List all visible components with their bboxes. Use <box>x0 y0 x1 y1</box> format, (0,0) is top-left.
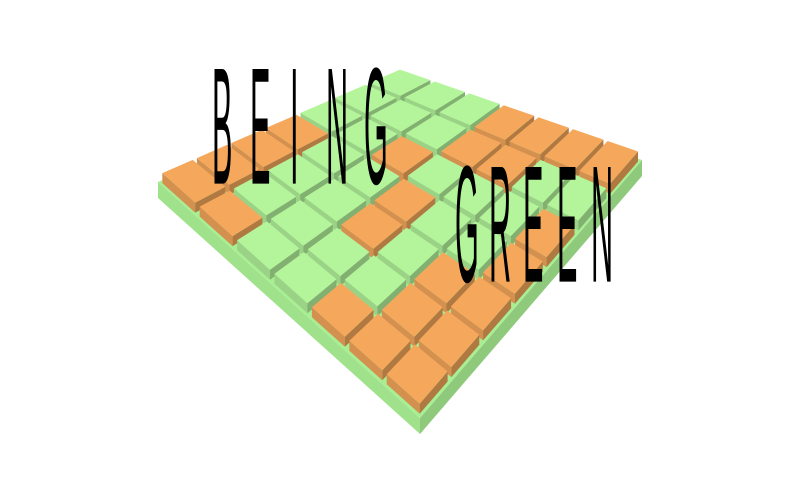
tile-top <box>336 117 398 153</box>
tile-top <box>450 276 512 331</box>
tile-top <box>274 252 337 304</box>
tile-right-side <box>514 261 543 304</box>
board-tile-orange[interactable] <box>349 313 411 381</box>
tile-right-side <box>546 224 575 268</box>
tile-top <box>349 313 411 371</box>
tile-top <box>196 144 260 185</box>
tile-top <box>311 282 374 337</box>
tile-top <box>511 159 572 203</box>
tile-top <box>268 154 330 195</box>
board-tile-green[interactable] <box>274 252 337 314</box>
tile-top <box>335 84 397 114</box>
tile-top <box>476 144 537 185</box>
tile-top <box>515 208 575 258</box>
tile-top <box>377 227 439 276</box>
tile-top <box>386 344 448 404</box>
tile-left-side <box>199 206 233 247</box>
title-letter: G <box>455 142 479 309</box>
tile-right-side <box>451 334 480 378</box>
tile-top <box>418 310 480 368</box>
title-word-being: B E I N G <box>212 44 392 211</box>
tile-top <box>199 190 263 237</box>
board-tiles <box>162 69 638 414</box>
title-letter: B <box>212 34 233 221</box>
tile-top <box>404 81 465 111</box>
tile-right-side <box>377 279 407 317</box>
tile-top <box>304 178 367 222</box>
tile-right-side <box>578 188 607 231</box>
tile-right-side <box>307 279 337 314</box>
tile-right-side <box>483 298 512 341</box>
title-letter: E <box>557 132 578 319</box>
tile-top <box>307 227 370 276</box>
tile-right-side <box>344 310 374 347</box>
tile-top <box>446 221 507 270</box>
tile-top <box>338 157 400 198</box>
tile-right-side <box>414 307 443 347</box>
tile-top <box>443 172 504 216</box>
title-letter: E <box>250 34 271 221</box>
board-tile-orange[interactable] <box>386 344 448 414</box>
tile-top <box>266 114 328 150</box>
tile-top <box>509 117 569 155</box>
title-letter: N <box>591 132 614 319</box>
title-letter: E <box>523 132 544 319</box>
tile-left-side <box>162 173 196 213</box>
tile-top <box>547 174 607 221</box>
title-word-green: G R E E N <box>455 142 615 309</box>
board-base-left-side <box>158 182 420 434</box>
tile-top <box>441 129 502 167</box>
tile-top <box>372 136 433 174</box>
tile-right-side <box>419 371 448 414</box>
tile-right-side <box>610 151 638 194</box>
tile-top <box>341 203 403 249</box>
tile-top <box>231 129 294 167</box>
tile-top <box>414 252 475 304</box>
tile-top <box>237 221 300 270</box>
tile-top <box>405 114 467 150</box>
tile-top <box>483 242 543 294</box>
tile-top <box>344 255 407 307</box>
board-base-right-side <box>420 160 642 434</box>
tile-top <box>233 172 297 216</box>
tile-left-side <box>349 340 383 381</box>
tile-top <box>544 129 604 170</box>
tile-top <box>407 154 469 195</box>
tile-top <box>369 69 431 96</box>
tile-right-side <box>446 273 475 314</box>
board-tile-orange[interactable] <box>311 282 374 347</box>
tile-left-side <box>237 240 270 280</box>
tile-top <box>300 99 363 132</box>
tile-left-side <box>274 273 308 314</box>
title-letter: R <box>489 142 511 309</box>
title-letter: N <box>326 34 349 221</box>
title-letter: G <box>364 34 388 221</box>
tile-top <box>479 190 540 237</box>
tile-left-side <box>386 374 420 414</box>
title-letter: I <box>290 34 299 221</box>
tile-top <box>370 99 432 132</box>
tile-top <box>410 200 472 246</box>
tile-right-side <box>382 340 411 381</box>
tile-top <box>381 282 443 337</box>
tile-top <box>162 159 226 203</box>
tile-left-side <box>311 307 345 347</box>
tile-top <box>374 178 436 222</box>
tile-top <box>302 136 364 174</box>
tile-top <box>270 200 333 246</box>
tile-top <box>579 141 638 184</box>
tile-top <box>474 105 535 140</box>
tile-top <box>439 93 500 126</box>
